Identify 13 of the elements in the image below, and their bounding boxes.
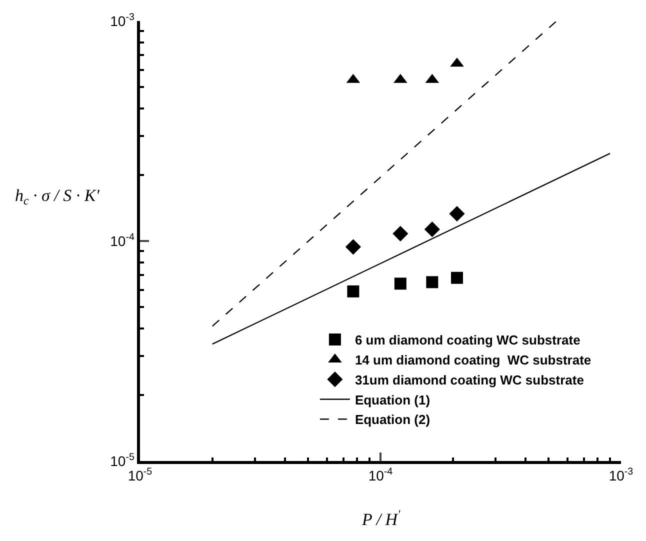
x-axis-title: P / H$^{'}$ — [361, 507, 401, 530]
legend-label: Equation (1) — [354, 392, 430, 408]
x-tick-label: 10$^{-3}$ — [608, 466, 634, 484]
legend-label: 14 um diamond coating WC substrate — [354, 352, 592, 368]
y-tick-label: 10$^{-5}$ — [110, 452, 135, 469]
legend-label: 6 um diamond coating WC substrate — [354, 332, 580, 348]
legend-label: Equation (2) — [354, 412, 430, 428]
legend-label: 31um diamond coating WC substrate — [354, 372, 584, 388]
x-tick-label: 10$^{-5}$ — [128, 466, 153, 484]
x-tick-label: 10$^{-4}$ — [368, 466, 394, 484]
y-tick-label: 10$^{-4}$ — [110, 232, 135, 249]
y-axis-title: h$_{c}$ · σ / S · K′ — [15, 186, 100, 208]
y-tick-label: 10$^{-3}$ — [110, 12, 135, 29]
